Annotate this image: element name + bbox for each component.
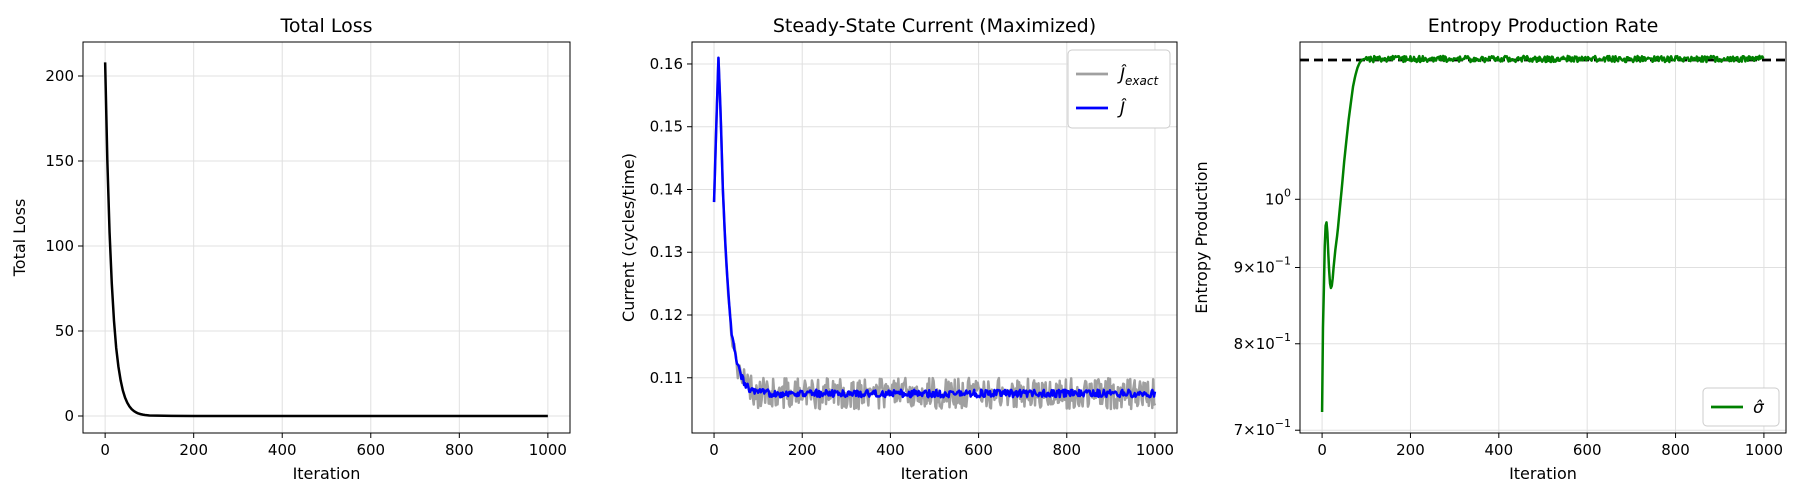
y-tick-label: 100 [45,237,74,255]
y-tick-label: 200 [45,67,74,85]
y-tick-exponent: −1 [1275,417,1291,430]
x-tick-label: 0 [1317,441,1327,459]
y-tick-mantissa: 7×10 [1234,421,1275,439]
x-tick-label: 1000 [1745,441,1783,459]
x-tick-label: 800 [1661,441,1690,459]
y-tick-mantissa: 9×10 [1234,259,1275,277]
axes-frame [82,41,571,434]
grid [692,42,1177,433]
y-tick-label: 0.15 [650,118,683,136]
x-tick-label: 1000 [1136,441,1174,459]
legend-label: Ĵ [1117,98,1127,119]
chart-title: Entropy Production Rate [1428,15,1659,37]
x-axis-label: Iteration [293,464,361,483]
y-tick-label: 7×10−1 [1234,417,1291,439]
legend-label: Ĵexact [1117,64,1159,88]
x-tick-label: 0 [100,441,110,459]
y-tick-label: 0.14 [650,180,683,198]
x-tick-label: 600 [964,441,993,459]
y-tick-exponent: −1 [1275,331,1291,344]
legend-box [1067,49,1171,129]
x-tick-label: 200 [1396,441,1425,459]
x-tick-label: 600 [1573,441,1602,459]
series-line-2 [712,56,1157,399]
y-tick-label: 0.12 [650,306,683,324]
legend-label-sub: exact [1125,74,1159,88]
x-axis-label: Iteration [1509,464,1577,483]
axes-frame [1299,41,1787,434]
x-tick-label: 200 [179,441,208,459]
x-tick-label: 600 [356,441,385,459]
chart-title: Total Loss [279,15,372,37]
legend: σ̂ [1702,387,1780,427]
plot-area [1300,54,1786,412]
chart-panel-3: 0 200 400 600 800 10007×10−18×10−19×10−1100En… [1192,15,1787,483]
y-tick-label: 0.13 [650,243,683,261]
y-axis-label: Total Loss [10,199,29,278]
chart-panel-2: 0 200 400 600 800 1000 0.11 0.12 0.13 0.14 0.15 0.1… [619,15,1178,483]
plot-area [103,62,548,418]
y-tick-label: 100 [1265,186,1291,208]
x-tick-label: 800 [1052,441,1081,459]
legend-label-main: Ĵ [1117,64,1127,85]
grid [1300,42,1786,433]
x-tick-label: 800 [445,441,474,459]
grid [83,42,570,433]
y-tick-exponent: −1 [1275,255,1291,268]
x-tick-label: 1000 [529,441,567,459]
chart-title: Steady-State Current (Maximized) [773,15,1096,37]
y-tick-exponent: 0 [1284,186,1291,199]
plot-area [712,56,1157,411]
y-axis-label: Entropy Production [1192,161,1211,313]
x-axis-label: Iteration [901,464,969,483]
y-axis-label: Current (cycles/time) [619,153,638,322]
series-line-1 [103,62,548,418]
series-line-1 [1320,54,1765,412]
y-tick-label: 0.11 [650,369,683,387]
legend-label: σ̂ [1753,398,1765,418]
x-tick-label: 400 [268,441,297,459]
y-tick-label: 9×10−1 [1234,255,1291,277]
x-tick-label: 400 [1484,441,1513,459]
y-tick-label: 50 [55,322,74,340]
legend-label-main: Ĵ [1117,98,1127,119]
x-tick-label: 200 [788,441,817,459]
x-tick-label: 400 [876,441,905,459]
y-tick-label: 0 [64,407,74,425]
x-tick-label: 0 [709,441,719,459]
y-tick-label: 0.16 [650,55,683,73]
y-tick-label: 8×10−1 [1234,331,1291,353]
chart-panel-1: 0 200 400 600 800 1000 0 50 100 150 200 Total Loss I… [10,15,571,483]
y-tick-mantissa: 10 [1265,190,1284,208]
axes-frame [691,41,1178,434]
y-tick-label: 150 [45,152,74,170]
y-tick-mantissa: 8×10 [1234,335,1275,353]
